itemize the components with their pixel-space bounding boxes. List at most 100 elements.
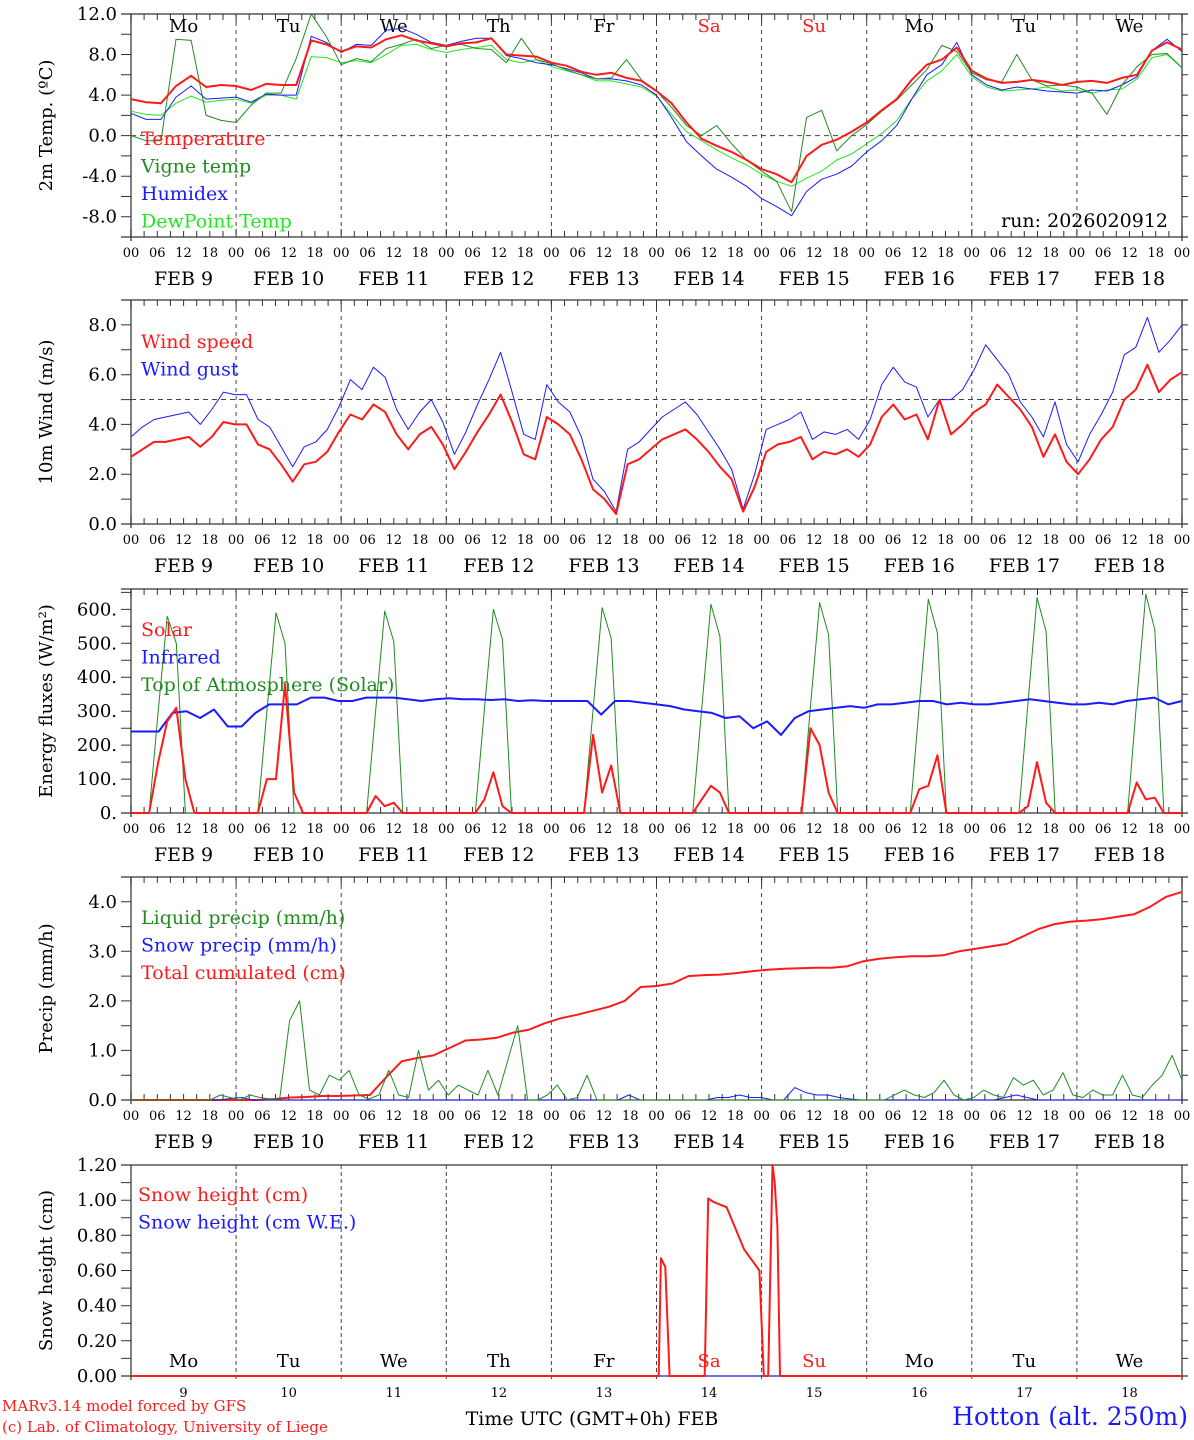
x-hour-tick-label: 12: [385, 533, 402, 548]
legend-entry: Snow height (cm W.E.): [138, 1212, 356, 1234]
x-date-label: FEB 13: [568, 555, 639, 577]
legend-entry: DewPoint Temp: [141, 211, 292, 233]
weekday-label: Su: [802, 1351, 826, 1372]
x-hour-tick-label: 06: [990, 246, 1007, 261]
y-tick-label: 8.0: [88, 45, 117, 66]
x-hour-tick-label: 06: [254, 533, 271, 548]
weekday-label: We: [380, 16, 408, 37]
x-day-number: 9: [179, 1386, 187, 1401]
x-hour-tick-label: 00: [858, 246, 875, 261]
x-hour-tick-label: 00: [1174, 822, 1191, 837]
x-hour-tick-label: 18: [622, 246, 639, 261]
x-hour-tick-label: 18: [1042, 246, 1059, 261]
x-date-label: FEB 15: [779, 268, 850, 290]
y-axis-label: Precip (mm/h): [36, 923, 57, 1053]
x-hour-tick-label: 00: [543, 1109, 560, 1124]
panel-precip: 0.0 1.0 2.0 3.0 4.0 Precip (mm/h) 00 06 12 18 00 06…: [36, 876, 1190, 1153]
y-tick-label: 1.00: [77, 1190, 117, 1211]
x-hour-tick-label: 06: [990, 533, 1007, 548]
x-hour-tick-label: 18: [727, 246, 744, 261]
x-hour-tick-label: 06: [464, 246, 481, 261]
x-hour-tick-label: 18: [937, 822, 954, 837]
x-hour-tick-label: 06: [885, 822, 902, 837]
x-day-number: 13: [596, 1386, 613, 1401]
x-hour-tick-label: 00: [648, 822, 665, 837]
x-hour-tick-label: 06: [569, 822, 586, 837]
x-hour-tick-label: 12: [911, 533, 928, 548]
x-date-label: FEB 10: [253, 844, 324, 866]
x-hour-tick-label: 00: [123, 1109, 140, 1124]
x-hour-tick-label: 12: [806, 822, 823, 837]
location-label: Hotton (alt. 250m): [952, 1402, 1188, 1431]
x-hour-tick-label: 00: [858, 822, 875, 837]
x-hour-tick-label: 12: [701, 533, 718, 548]
x-hour-tick-label: 06: [990, 1109, 1007, 1124]
x-hour-tick-label: 00: [1069, 1109, 1086, 1124]
x-date-label: FEB 9: [154, 1131, 213, 1153]
legend-entry: Humidex: [141, 183, 228, 205]
y-tick-label: 400.: [77, 667, 117, 688]
y-axis-label: Snow height (cm): [36, 1190, 57, 1351]
weekday-label: Sa: [698, 1351, 721, 1372]
x-hour-tick-label: 00: [648, 1109, 665, 1124]
y-ticks: [121, 13, 1188, 218]
legend-entry: Top of Atmosphere (Solar): [141, 674, 394, 696]
x-hour-tick-label: 00: [648, 246, 665, 261]
x-hour-tick-label: 06: [1095, 533, 1112, 548]
x-date-label: FEB 12: [463, 1131, 534, 1153]
series-line-total-cumulated-cm: [131, 890, 1183, 1101]
x-hour-tick-label: 06: [675, 246, 692, 261]
x-hour-tick-label: 12: [280, 533, 297, 548]
x-hour-tick-label: 06: [780, 246, 797, 261]
x-hour-tick-label: 06: [254, 246, 271, 261]
x-date-label: FEB 16: [884, 268, 955, 290]
x-date-label: FEB 12: [463, 555, 534, 577]
y-tick-label: 0.0: [88, 126, 117, 147]
x-day-number: 11: [385, 1386, 402, 1401]
x-hour-tick-label: 18: [1147, 1109, 1164, 1124]
y-tick-label: 0.20: [77, 1331, 117, 1352]
x-hour-tick-label: 00: [1069, 246, 1086, 261]
x-date-label: FEB 15: [779, 844, 850, 866]
x-hour-tick-label: 00: [648, 533, 665, 548]
x-day-number: 18: [1121, 1386, 1138, 1401]
x-day-number: 15: [806, 1386, 823, 1401]
x-hour-tick-label: 00: [1069, 533, 1086, 548]
x-hour-tick-label: 06: [780, 533, 797, 548]
x-hour-tick-label: 12: [1121, 822, 1138, 837]
x-hour-tick-label: 00: [964, 1109, 981, 1124]
y-tick-label: 4.0: [88, 414, 117, 435]
legend-entry: Temperature: [141, 128, 265, 150]
y-tick-label: 12.0: [77, 4, 117, 25]
x-hour-tick-label: 12: [1016, 822, 1033, 837]
x-date-label: FEB 10: [253, 268, 324, 290]
x-hour-tick-label: 18: [622, 533, 639, 548]
x-hour-tick-label: 12: [385, 822, 402, 837]
series-line-wind-speed: [130, 363, 1183, 515]
legend-entry: Solar: [141, 619, 193, 641]
run-annotation: run: 2026020912: [1001, 210, 1168, 232]
x-hour-tick-label: 06: [464, 1109, 481, 1124]
x-hour-tick-label: 12: [911, 822, 928, 837]
x-hour-tick-label: 18: [202, 1109, 219, 1124]
weekday-label: We: [380, 1351, 408, 1372]
x-hour-tick-label: 00: [753, 246, 770, 261]
x-date-label: FEB 11: [358, 555, 429, 577]
x-hour-tick-label: 00: [543, 246, 560, 261]
y-ticks: [121, 299, 1188, 525]
x-date-label: FEB 9: [154, 844, 213, 866]
x-hour-tick-label: 18: [832, 533, 849, 548]
x-hour-tick-label: 12: [491, 246, 508, 261]
weekday-label: Mo: [169, 16, 198, 37]
x-hour-tick-label: 18: [1042, 822, 1059, 837]
x-hour-tick-label: 18: [727, 1109, 744, 1124]
weekday-label: Sa: [698, 16, 721, 37]
x-hour-tick-label: 00: [1174, 533, 1191, 548]
x-hour-tick-label: 00: [543, 822, 560, 837]
x-hour-tick-label: 12: [911, 246, 928, 261]
x-hour-tick-label: 18: [1042, 533, 1059, 548]
x-hour-tick-label: 18: [412, 246, 429, 261]
x-hour-tick-label: 18: [622, 822, 639, 837]
x-hour-tick-label: 18: [412, 822, 429, 837]
weekday-label: Th: [487, 1351, 511, 1372]
